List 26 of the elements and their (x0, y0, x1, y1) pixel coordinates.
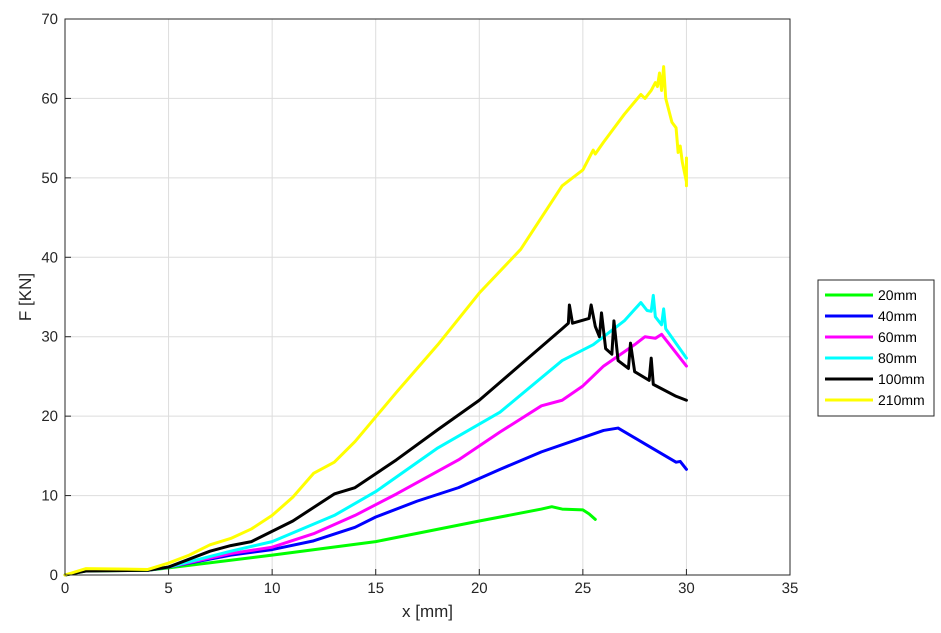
x-axis-title: x [mm] (402, 602, 453, 621)
y-axis-title: F [KN] (16, 272, 35, 322)
x-tick-label: 0 (60, 580, 70, 597)
line-series (64, 303, 688, 576)
y-tick-label: 20 (41, 408, 58, 426)
x-tick-label: 25 (574, 580, 592, 597)
legend-label: 100mm (878, 371, 925, 387)
x-tick-label: 35 (782, 580, 798, 597)
y-tick-label: 10 (41, 488, 58, 505)
x-tick-label: 15 (367, 580, 384, 597)
y-tick-label: 60 (41, 90, 58, 108)
x-tick-label: 5 (164, 580, 173, 597)
y-tick-label: 50 (41, 170, 58, 187)
line-series (64, 65, 688, 576)
y-tick-label: 30 (41, 328, 58, 346)
legend-label: 210mm (878, 392, 925, 408)
y-tick-label: 40 (41, 249, 58, 266)
x-tick-label: 10 (264, 580, 280, 597)
y-tick-label: 0 (50, 567, 58, 584)
legend-label: 20mm (878, 287, 917, 303)
legend-label: 80mm (878, 350, 917, 366)
x-tick-label: 20 (470, 580, 488, 597)
x-tick-label: 30 (678, 580, 695, 597)
legend-label: 60mm (878, 329, 917, 345)
legend-label: 40mm (878, 308, 917, 324)
y-tick-label: 70 (41, 11, 58, 28)
